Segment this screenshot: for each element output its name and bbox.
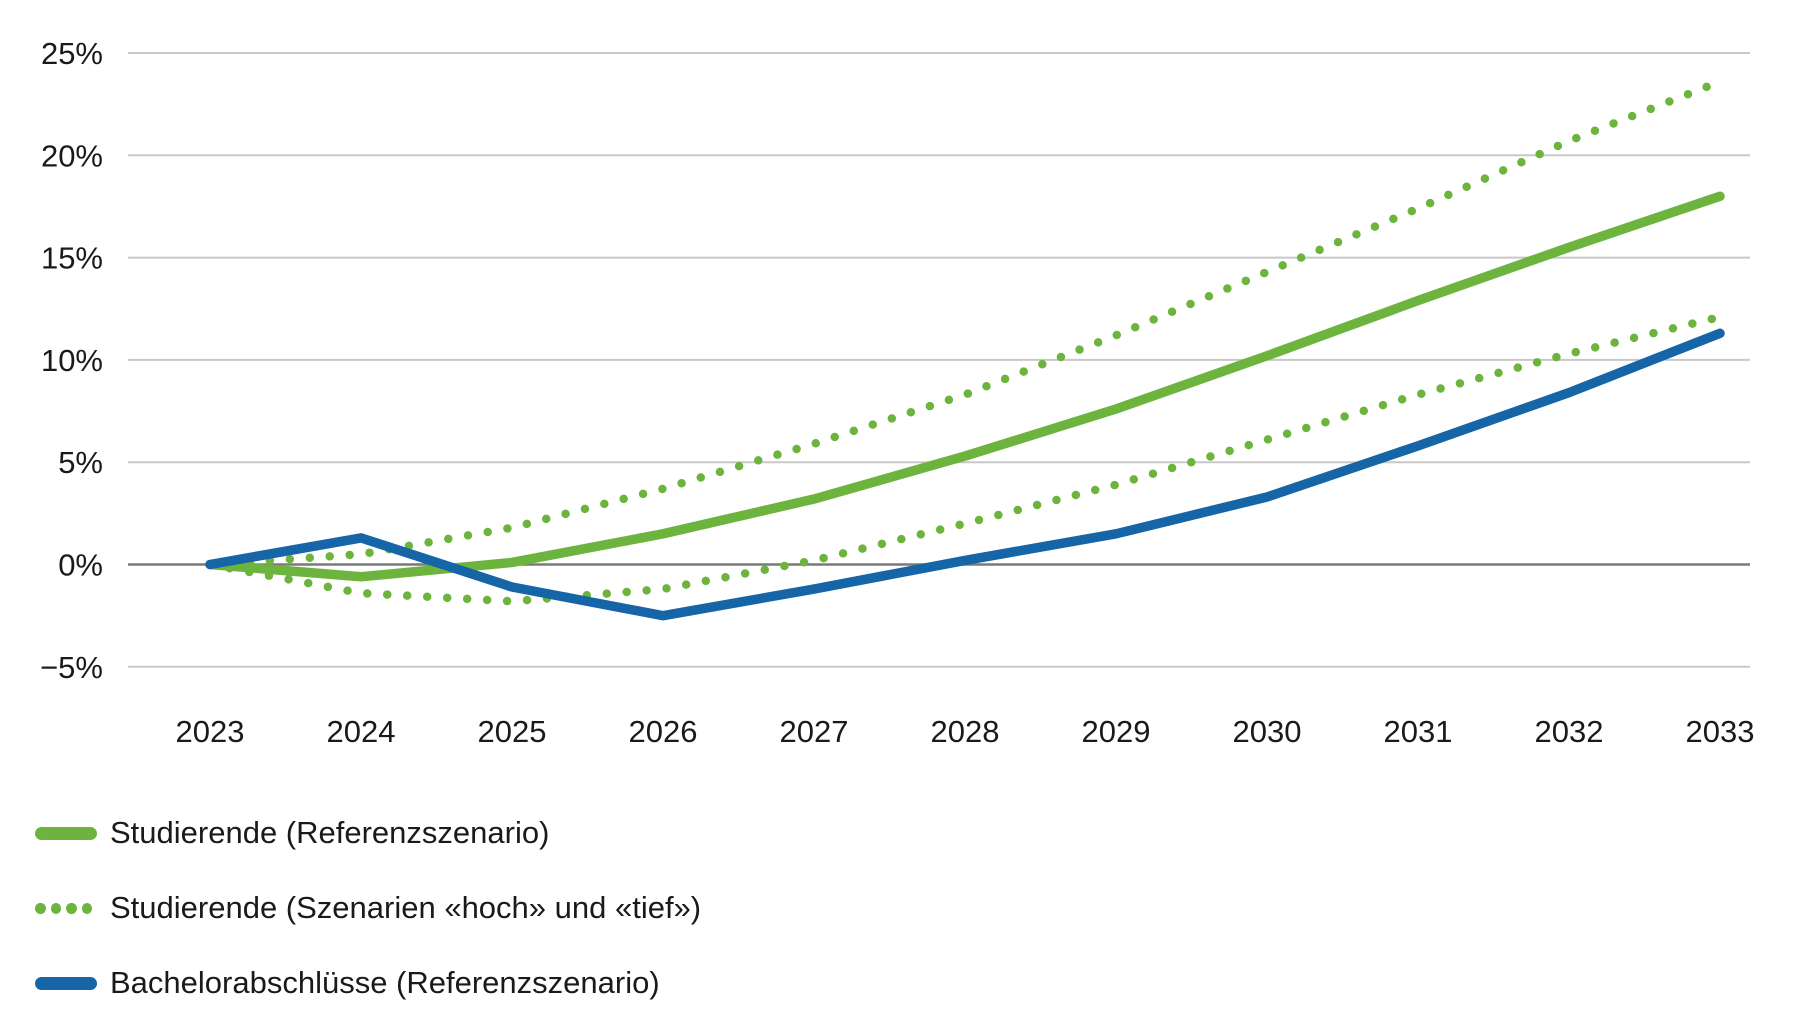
y-axis-tick-labels: 25% 20% 15% 10% 5% 0% −5% [40,36,103,685]
series-line-bachelorabschluesse_referenzszenario [205,328,1725,621]
legend-label: Bachelorabschlüsse (Referenzszenario) [110,965,660,1000]
chart-plot-area: 25%20%15%10%5%0%−5%2023 2024 2025 2026 2027 2… [40,36,1755,749]
x-tick-label: 2031 [1384,714,1453,749]
series-line-studierende_szenario_hoch [205,77,1725,569]
y-tick-label: 0% [58,548,103,583]
x-tick-label: 2027 [780,714,849,749]
dotted-green-line-icon [35,902,97,914]
chart-legend: Studierende (Referenzszenario) Studieren… [35,815,702,1034]
y-tick-label: 15% [41,241,103,276]
y-tick-label: −5% [40,650,103,685]
x-tick-label: 2023 [176,714,245,749]
legend-label: Studierende (Szenarien «hoch» und «tief»… [110,890,702,925]
x-tick-label: 2026 [629,714,698,749]
y-tick-label: 25% [41,36,103,71]
y-tick-label: 10% [41,343,103,378]
x-tick-label: 2029 [1082,714,1151,749]
y-tick-label: 5% [58,445,103,480]
x-axis-tick-labels: 2023 2024 2025 2026 2027 2028 2029 2030 2031 2032… [176,714,1755,749]
solid-blue-line-icon [35,976,97,990]
solid-green-line-icon [35,826,97,840]
legend-item-bachelorabschluesse-referenzszenario: Bachelorabschlüsse (Referenzszenario) [35,965,701,1000]
legend-item-studierende-referenzszenario: Studierende (Referenzszenario) [35,815,701,850]
x-tick-label: 2028 [931,714,1000,749]
legend-label: Studierende (Referenzszenario) [110,815,550,850]
y-tick-label: 20% [41,138,103,173]
x-tick-label: 2030 [1233,714,1302,749]
series-line-studierende_referenzszenario [205,191,1725,582]
x-tick-label: 2033 [1686,714,1755,749]
legend-item-studierende-szenarien-hoch-tief: Studierende (Szenarien «hoch» und «tief»… [35,890,702,925]
x-tick-label: 2032 [1535,714,1604,749]
x-tick-label: 2025 [478,714,547,749]
x-tick-label: 2024 [327,714,396,749]
